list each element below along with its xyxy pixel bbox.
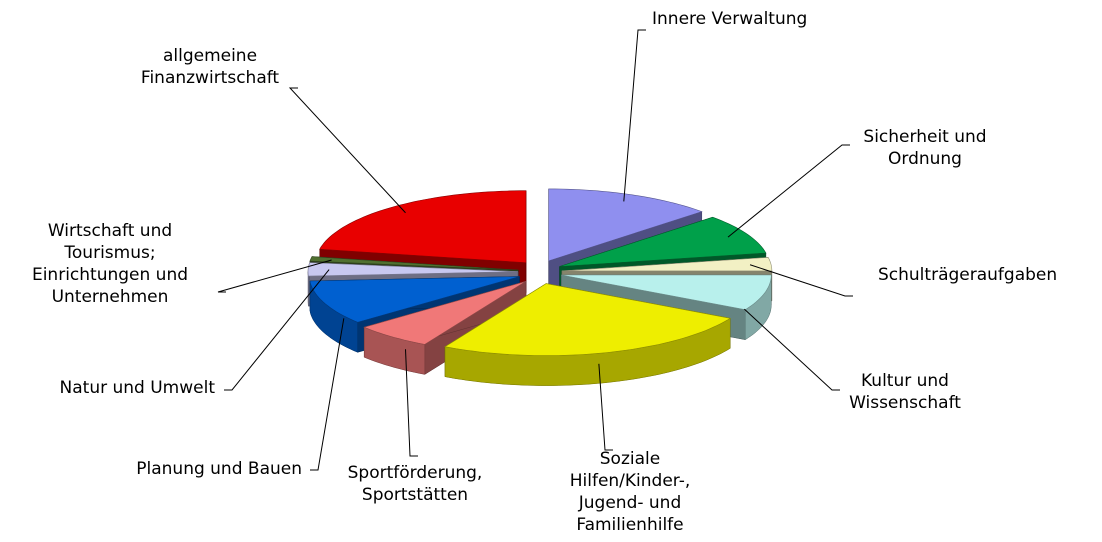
slice-label: Schulträgeraufgaben [878, 265, 1058, 285]
slice-group [444, 283, 732, 386]
slice [548, 188, 703, 262]
leader-line [598, 363, 613, 451]
leader-line [727, 144, 850, 238]
slice-label: Wirtschaft und Tourismus; Einrichtungen … [31, 221, 189, 307]
leader-line [288, 87, 406, 214]
leader-line [749, 264, 853, 297]
slice [444, 283, 732, 356]
leader-line [623, 29, 646, 202]
leader-line [310, 318, 345, 471]
slice [309, 276, 520, 323]
slice-label: Kultur und Wissenschaft [849, 371, 961, 413]
leader-line [217, 259, 332, 293]
slice-label: Planung und Bauen [136, 459, 302, 479]
slice-label: allgemeine Finanzwirtschaft [140, 46, 280, 88]
leader-line [744, 308, 840, 391]
leader-line [405, 349, 418, 457]
slice-label: Sportförderung, Sportstätten [347, 463, 483, 505]
slice [319, 190, 527, 264]
slice-label: Sicherheit und Ordnung [863, 127, 987, 169]
slice [363, 281, 527, 345]
slice-label: Soziale Hilfen/Kinder-, Jugend- und Fami… [569, 449, 691, 535]
slice-label: Innere Verwaltung [652, 9, 808, 29]
slice [309, 256, 519, 271]
slice [307, 262, 519, 277]
leader-line [224, 269, 330, 391]
slice [561, 257, 773, 272]
slice [561, 274, 772, 311]
slice-label: Natur und Umwelt [59, 378, 215, 398]
slice [559, 216, 767, 267]
